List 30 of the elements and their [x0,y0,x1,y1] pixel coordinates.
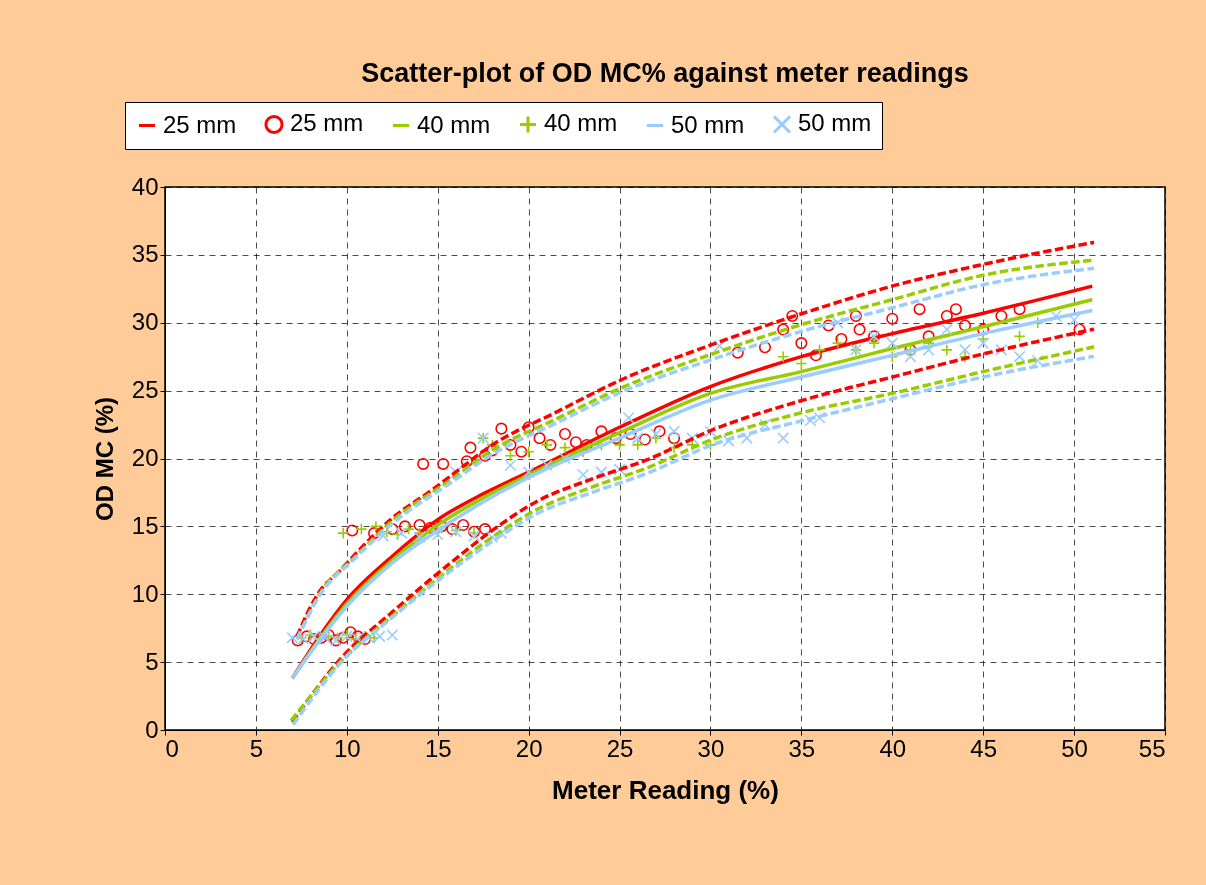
y-axis-title: OD MC (%) [90,397,118,521]
x-tick-label: 30 [697,734,725,762]
x-tick-label: 10 [333,734,361,762]
x-tick-label: 50 [1061,734,1088,762]
y-tick-label: 30 [131,308,159,336]
x-tick-label: 0 [165,734,179,762]
y-tick-label: 20 [131,444,159,471]
chart-title: Scatter-plot of OD MC% against meter readings [361,57,969,88]
legend-label: 50 mm [671,110,745,138]
y-tick-label: 25 [131,376,159,404]
x-tick-label: 25 [606,734,634,762]
y-tick-label: 0 [145,715,159,743]
legend-label: 50 mm [798,109,872,137]
x-tick-label: 15 [424,734,452,762]
x-tick-label: 35 [788,734,816,762]
x-axis-title: Meter Reading (%) [552,774,779,805]
x-tick-label: 20 [515,734,543,762]
legend-label: 40 mm [417,110,491,138]
legend-label: 25 mm [290,109,364,137]
x-tick-label: 55 [1138,734,1166,762]
y-tick-label: 5 [145,647,159,675]
x-tick-label: 40 [879,734,907,762]
legend-label: 40 mm [544,109,618,137]
x-tick-label: 45 [970,734,998,762]
y-tick-label: 40 [131,172,159,200]
y-tick-label: 35 [131,240,159,268]
legend-label: 25 mm [163,110,237,138]
y-tick-label: 15 [131,511,159,539]
y-tick-label: 10 [131,579,159,607]
x-tick-label: 5 [249,734,264,762]
